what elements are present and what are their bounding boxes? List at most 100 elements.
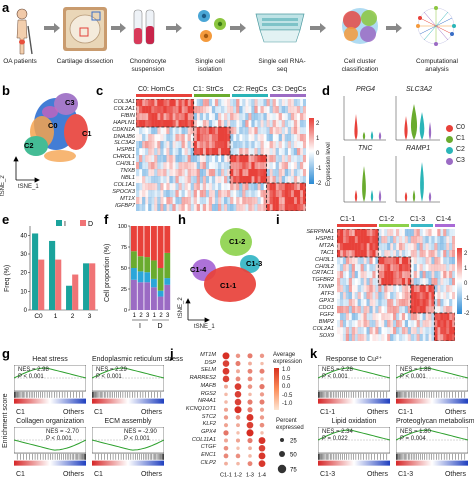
heatmap-cell xyxy=(366,320,370,328)
heatmap-cell xyxy=(272,204,276,211)
heatmap-cell xyxy=(214,176,219,184)
heatmap-cell xyxy=(145,141,149,149)
heatmap-cell xyxy=(446,229,450,237)
gene-label: CILP2 xyxy=(200,459,216,466)
gene-label: SPOCK3 xyxy=(112,188,135,195)
dot xyxy=(223,438,229,443)
heatmap-cell xyxy=(443,306,447,314)
heatmap-cell xyxy=(296,120,301,128)
gene-label: SOX9 xyxy=(319,332,334,339)
heatmap-cell xyxy=(217,204,222,211)
heatmap-cell xyxy=(384,306,388,314)
tsne-y-label: tSNE_2 xyxy=(0,175,6,196)
dot xyxy=(235,415,241,420)
heatmap-cell xyxy=(390,278,394,286)
heatmap-cell xyxy=(342,285,347,293)
heatmap-cell xyxy=(293,155,298,163)
heatmap-cell xyxy=(410,243,414,251)
gsea-title: Regeneration xyxy=(410,356,454,363)
heatmap-cell xyxy=(443,299,447,307)
dot xyxy=(259,422,265,428)
heatmap-cell xyxy=(287,106,292,114)
dot xyxy=(246,421,254,429)
heatmap-cell xyxy=(175,204,179,211)
heatmap-cell xyxy=(169,197,173,205)
gsea-curve xyxy=(396,427,468,466)
heatmap-cell xyxy=(396,306,400,314)
heatmap-cell xyxy=(299,176,304,184)
heatmap-cell xyxy=(151,204,155,211)
heatmap-cell xyxy=(339,313,344,321)
heatmap-cell xyxy=(401,271,406,279)
group-label: C1: StrCs xyxy=(193,86,224,93)
heatmap-cell xyxy=(302,183,306,191)
heatmap-cell xyxy=(401,320,406,328)
heatmap-cell xyxy=(181,99,185,107)
heatmap-cell xyxy=(151,134,155,142)
heatmap-cell xyxy=(221,162,225,170)
heatmap-cell xyxy=(245,127,249,135)
dot xyxy=(260,431,264,435)
heatmap-cell xyxy=(142,106,146,114)
heatmap-cell xyxy=(390,264,394,272)
heatmap-cell xyxy=(154,120,158,128)
heatmap-cell xyxy=(422,257,426,265)
heatmap-cell xyxy=(214,141,219,149)
heatmap-cell xyxy=(437,292,441,300)
heatmap-cell xyxy=(269,113,273,121)
heatmap-cell xyxy=(157,148,161,156)
heatmap-cell xyxy=(211,113,216,121)
heatmap-cell xyxy=(190,113,194,121)
heatmap-cell xyxy=(348,229,352,237)
heatmap-cell xyxy=(378,306,382,314)
heatmap-cell xyxy=(384,250,388,258)
heatmap-cell xyxy=(208,99,213,107)
heatmap-cell xyxy=(205,155,210,163)
heatmap-cell xyxy=(169,127,173,135)
heatmap-cell xyxy=(145,176,149,184)
heatmap-cell xyxy=(278,190,282,198)
heatmap-cell xyxy=(366,250,370,258)
heatmap-cell xyxy=(281,190,285,198)
heatmap-cell xyxy=(205,106,210,114)
heatmap-cell xyxy=(269,141,273,149)
x-tick-label: 1 xyxy=(54,313,58,320)
heatmap-cell xyxy=(293,99,298,107)
heatmap-cell xyxy=(287,204,292,211)
heatmap-cell xyxy=(437,243,441,251)
heatmap-cell xyxy=(148,176,152,184)
heatmap-cell xyxy=(384,243,388,251)
gsea-line xyxy=(14,439,86,451)
heatmap-cell xyxy=(428,229,432,237)
heatmap-cell xyxy=(360,306,364,314)
heatmap-cell xyxy=(378,299,382,307)
gene-label: KLF2 xyxy=(202,421,216,428)
heatmap-cell xyxy=(273,162,276,169)
heatmap-cell xyxy=(372,285,376,293)
heatmap-cell xyxy=(202,148,207,156)
heatmap-cell xyxy=(351,243,355,251)
heatmap-cell xyxy=(239,127,243,135)
heatmap-cell xyxy=(449,243,453,251)
heatmap-cell xyxy=(196,134,200,142)
heatmap-cell xyxy=(287,169,292,177)
heatmap-cell xyxy=(293,127,298,135)
heatmap-cell xyxy=(446,236,450,244)
heatmap-cell xyxy=(449,320,453,328)
heatmap-cell xyxy=(422,278,426,286)
gsea-plot: Response to Cu²⁺ NES = 2.28 P < 0.001 C1-1 O… xyxy=(318,356,390,418)
heatmap-cell xyxy=(339,299,344,307)
heatmap-cell xyxy=(224,141,228,149)
heatmap-cell xyxy=(148,106,152,114)
heatmap-cell xyxy=(366,299,370,307)
heatmap-cell xyxy=(419,285,423,293)
heatmap-cell xyxy=(384,334,387,341)
heatmap-cell xyxy=(396,243,400,251)
heatmap-cell xyxy=(410,229,414,237)
heatmap-cell xyxy=(172,120,176,128)
heatmap-cell xyxy=(260,134,264,142)
heatmap-cell xyxy=(148,204,152,211)
heatmap-cell xyxy=(166,106,170,114)
heatmap-cell xyxy=(208,106,213,114)
heatmap-cell xyxy=(239,162,243,170)
